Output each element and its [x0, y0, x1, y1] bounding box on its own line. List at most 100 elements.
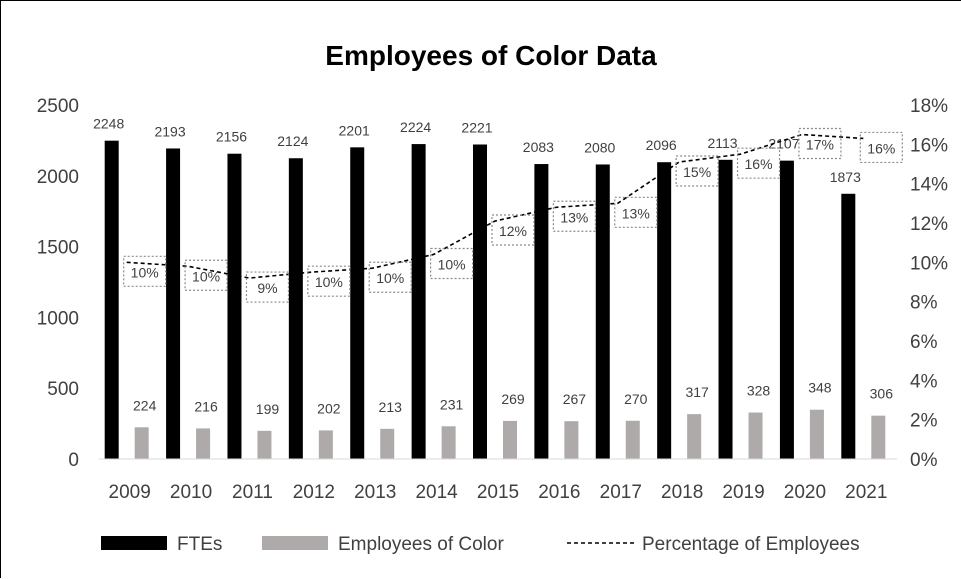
x-tick-label: 2016	[538, 482, 580, 503]
employees-of-color-data-label: 270	[624, 391, 648, 407]
employees-of-color-bar	[134, 427, 149, 459]
x-tick-label: 2017	[600, 482, 642, 503]
x-tick-label: 2015	[477, 482, 519, 503]
x-tick-label: 2019	[722, 482, 764, 503]
y-right-tick-label: 0%	[910, 450, 938, 471]
employees-of-color-data-label: 348	[808, 380, 832, 396]
employees-of-color-bar	[809, 409, 824, 459]
percentage-data-label: 10%	[438, 256, 466, 272]
fte-bar	[104, 140, 119, 459]
percentage-data-label-box	[184, 259, 228, 291]
y-right-tick-label: 4%	[910, 371, 938, 392]
fte-data-label: 1873	[830, 169, 861, 185]
fte-data-label: 2193	[154, 123, 185, 139]
y-left-tick-label: 1500	[37, 238, 79, 259]
legend-label-ftes: FTEs	[177, 534, 222, 555]
legend: FTEs Employees of Color Percentage of Empl…	[101, 534, 860, 555]
employees-of-color-bar	[503, 420, 517, 459]
y-left-tick-label: 0	[68, 450, 79, 471]
fte-bar	[595, 164, 610, 460]
percentage-data-label: 10%	[192, 268, 220, 284]
employees-of-color-data-label: 328	[747, 383, 771, 399]
employees-of-color-bar	[748, 412, 763, 459]
fte-data-label: 2113	[707, 135, 737, 151]
fte-bar	[227, 153, 242, 460]
fte-data-label: 2221	[461, 120, 492, 136]
fte-data-label: 2083	[523, 139, 554, 155]
fte-bar	[411, 144, 426, 459]
fte-data-label: 2080	[584, 139, 615, 155]
bars: 2248 224 2193 216 2156 199 2124 202 2201 213 2224 2…	[93, 116, 894, 460]
percentage-data-label-box	[430, 247, 474, 280]
x-tick-label: 2018	[661, 482, 703, 503]
employees-of-color-bar	[871, 415, 886, 459]
legend-swatch-employees-of-color	[262, 536, 328, 550]
employees-of-color-data-label: 317	[685, 384, 709, 400]
fte-data-label: 2124	[277, 133, 308, 149]
percentage-data-label-box	[491, 214, 535, 246]
employees-of-color-data-label: 306	[870, 386, 894, 402]
chart-title: Employees of Color Data	[325, 40, 657, 71]
employees-of-color-bar	[564, 421, 579, 459]
legend-label-percentage: Percentage of Employees	[642, 534, 860, 555]
employees-of-color-bar	[196, 428, 211, 459]
fte-bar	[718, 159, 733, 459]
y-right-tick-label: 16%	[910, 135, 948, 156]
x-tick-label: 2011	[232, 482, 273, 503]
x-tick-label: 2014	[415, 482, 458, 503]
x-tick-label: 2010	[170, 482, 212, 503]
employees-of-color-bar	[625, 420, 640, 459]
employees-of-color-bar	[441, 426, 456, 459]
y-right-tick-label: 2%	[910, 411, 938, 432]
employees-of-color-bar	[318, 430, 333, 459]
y-right-axis: 0% 2% 4% 6% 8% 10% 12% 14% 16% 18%	[910, 96, 948, 471]
x-tick-label: 2021	[845, 482, 887, 503]
percentage-data-label-box	[736, 147, 781, 179]
x-tick-label: 2020	[784, 482, 826, 503]
percentage-data-label: 13%	[560, 209, 588, 225]
y-right-tick-label: 8%	[910, 293, 938, 314]
employees-of-color-data-label: 202	[317, 400, 341, 416]
percentage-data-label-box	[614, 196, 658, 228]
percentage-data-label: 9%	[257, 280, 277, 296]
percentage-data-label-box	[552, 200, 596, 232]
y-right-tick-label: 6%	[910, 332, 938, 353]
percentage-data-label: 16%	[745, 156, 773, 172]
fte-data-label: 2107	[768, 136, 799, 152]
employees-of-color-data-label: 213	[379, 399, 403, 415]
percentage-data-label: 15%	[683, 164, 711, 180]
percentage-line-layer: 10% 10% 9% 10% 10% 10% 12% 13% 13% 15% 16% 17% 16%	[123, 127, 903, 303]
fte-bar	[534, 164, 549, 460]
y-left-axis: 0 500 1000 1500 2000 2500	[37, 96, 79, 471]
x-axis: 2009 2010 2011 2012 2013 2014 2015 2016 2017 2018…	[99, 458, 897, 503]
percentage-data-label-box	[368, 261, 412, 293]
percentage-data-label-box	[859, 131, 903, 164]
y-left-tick-label: 500	[47, 379, 79, 400]
y-left-tick-label: 2000	[37, 167, 79, 188]
fte-bar	[841, 193, 856, 459]
percentage-data-label: 10%	[315, 274, 343, 290]
y-left-tick-label: 2500	[37, 96, 79, 117]
fte-data-label: 2224	[400, 119, 431, 135]
y-right-tick-label: 10%	[910, 253, 948, 274]
percentage-data-label-box	[123, 255, 167, 287]
fte-data-label: 2156	[216, 129, 247, 145]
x-tick-label: 2012	[293, 482, 335, 503]
employees-of-color-data-label: 231	[440, 396, 464, 412]
percentage-data-label: 13%	[622, 205, 650, 221]
percentage-data-label-box	[245, 271, 290, 303]
y-right-tick-label: 18%	[910, 96, 948, 117]
percentage-line	[126, 133, 864, 279]
employees-of-color-data-label: 267	[563, 391, 587, 407]
percentage-data-label-box	[307, 265, 351, 297]
employees-of-color-data-label: 269	[501, 391, 525, 407]
x-tick-label: 2009	[109, 482, 151, 503]
x-tick-label: 2013	[354, 482, 396, 503]
employees-of-color-bar	[687, 414, 702, 459]
fte-bar	[166, 148, 181, 460]
employees-of-color-data-label: 199	[256, 401, 280, 417]
fte-bar	[473, 144, 487, 459]
fte-bar	[288, 158, 303, 460]
